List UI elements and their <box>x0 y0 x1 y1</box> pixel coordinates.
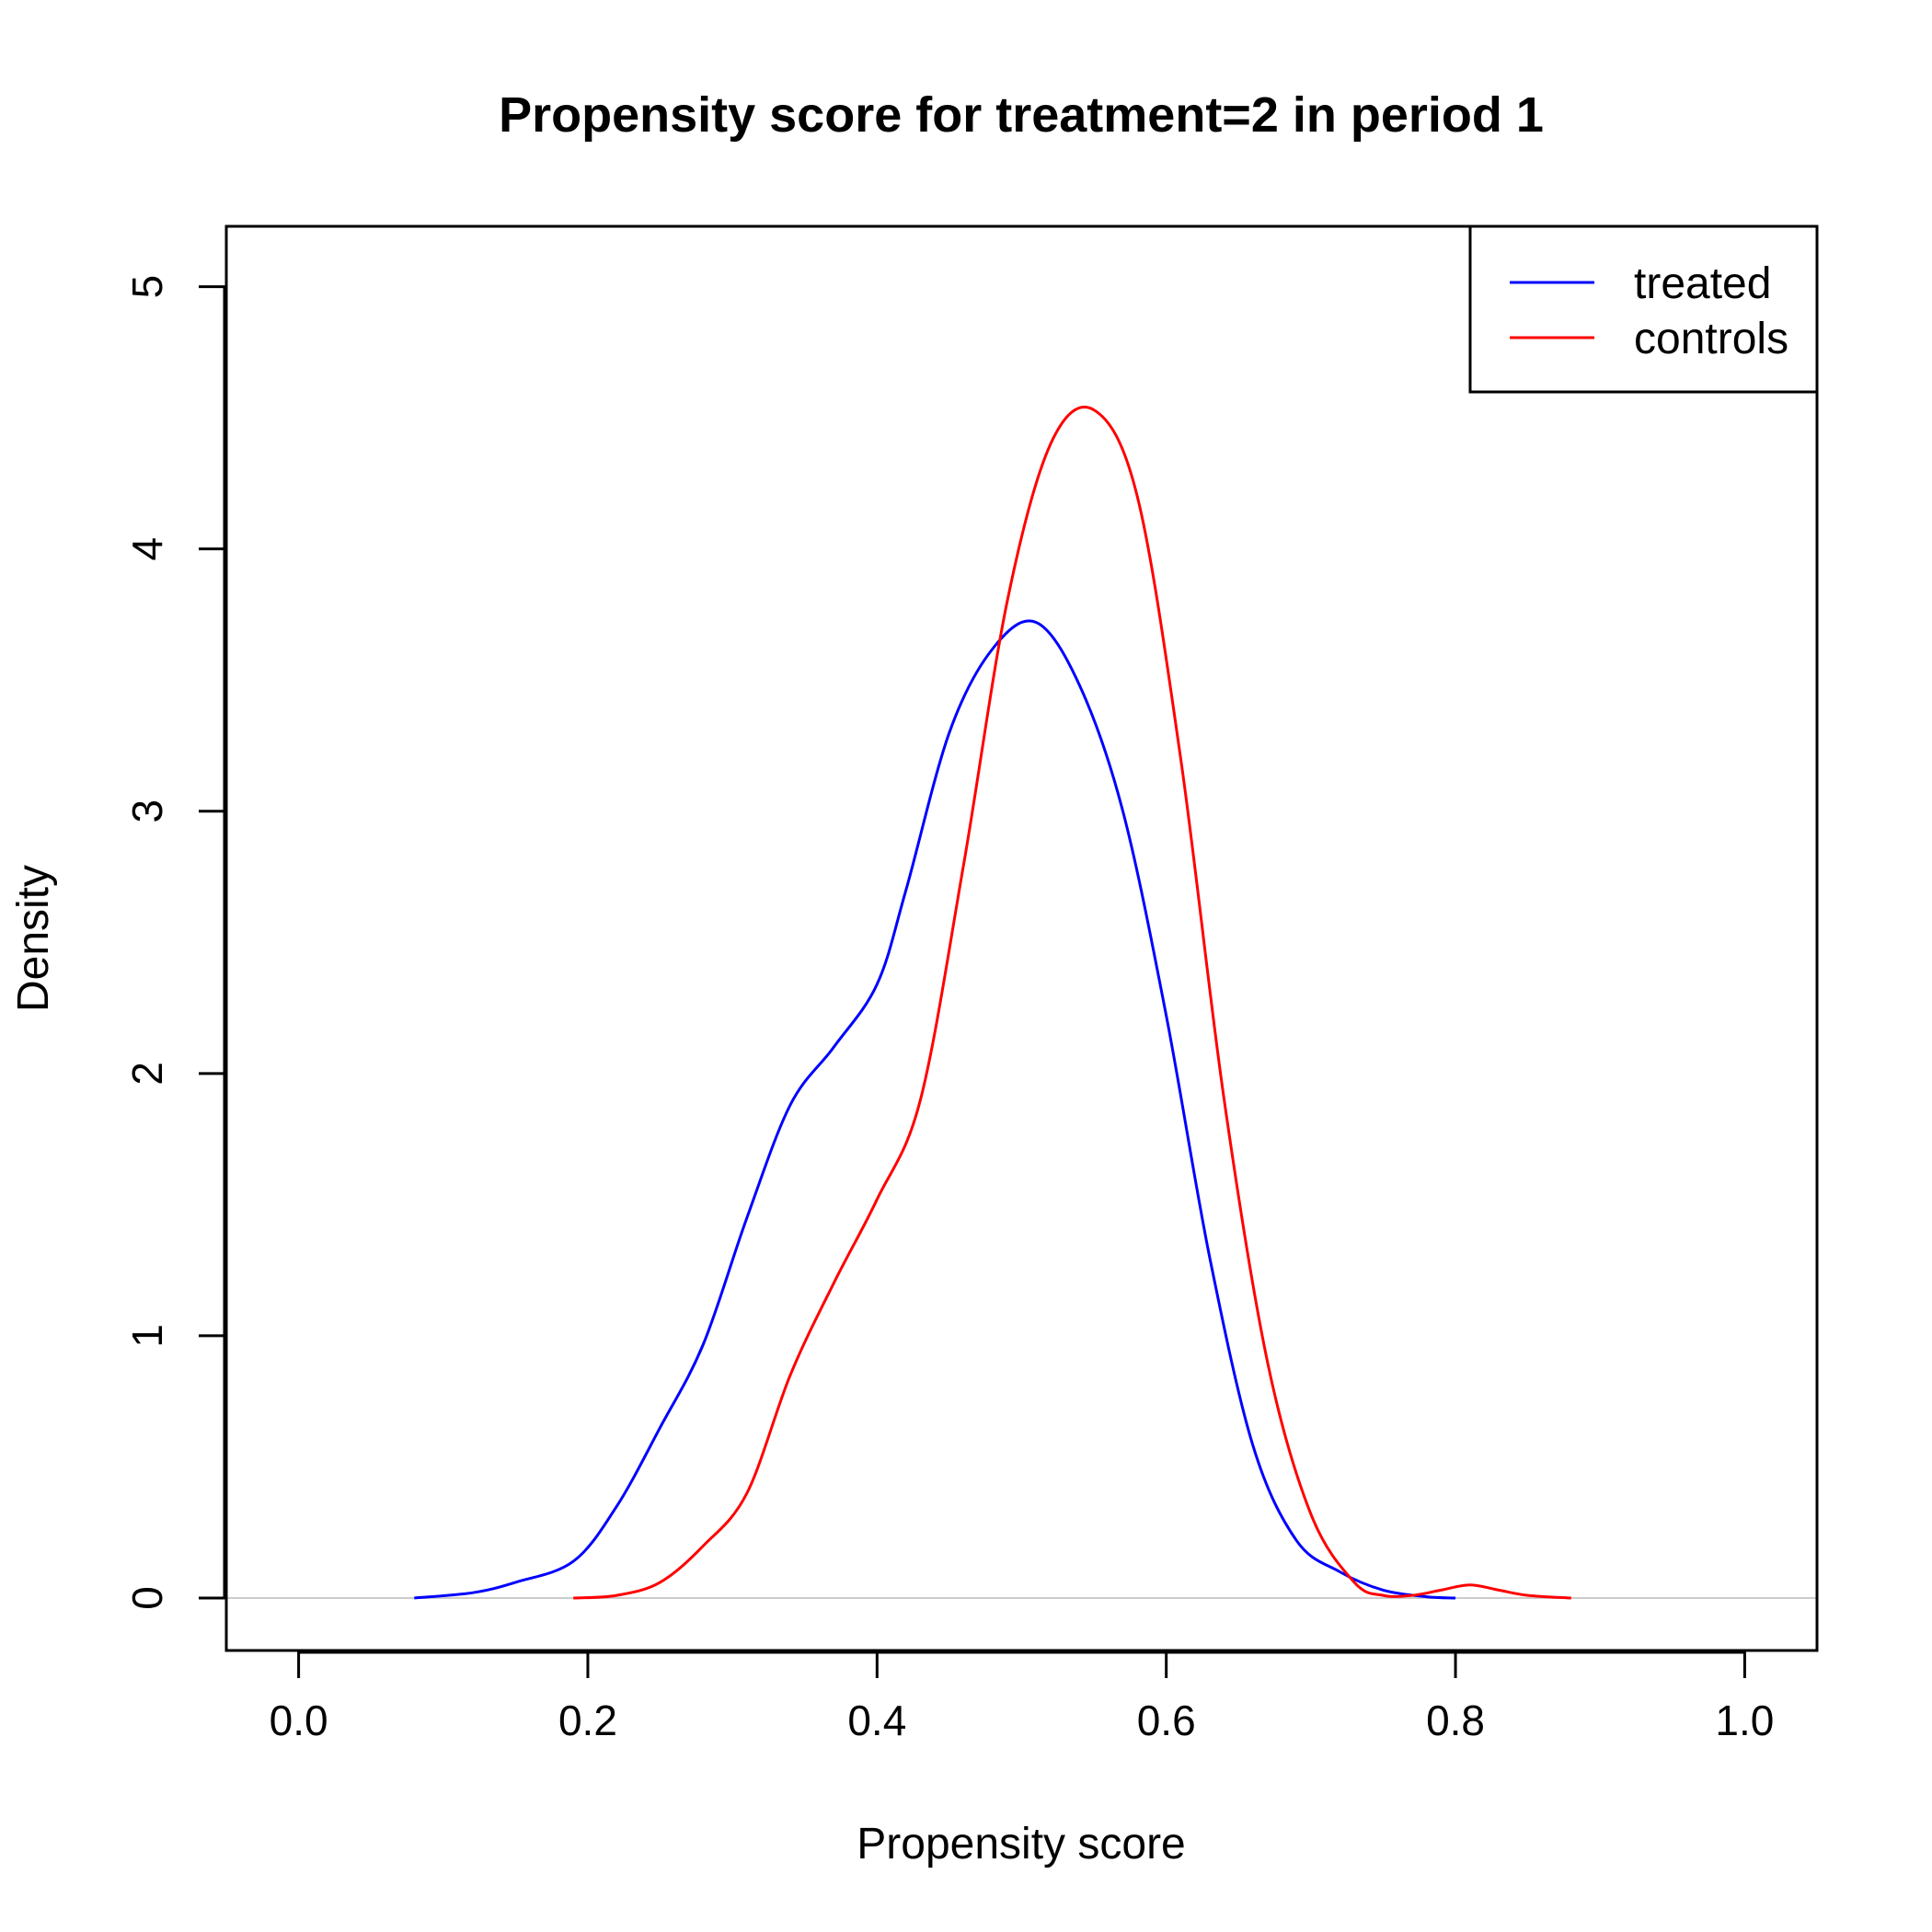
legend-box <box>1468 224 1819 394</box>
x-tick-label: 0.2 <box>558 1696 617 1744</box>
x-tick-label: 0.0 <box>270 1696 328 1744</box>
x-tick-label: 0.6 <box>1137 1696 1196 1744</box>
legend-label-treated: treated <box>1634 259 1771 308</box>
y-tick-label: 2 <box>123 1062 171 1086</box>
chart-title: Propensity score for treatment=2 in peri… <box>499 87 1544 143</box>
plot-frame <box>224 224 1819 1652</box>
y-tick-label: 0 <box>123 1586 171 1610</box>
x-axis-label: Propensity score <box>857 1820 1186 1869</box>
series-line-treated <box>414 619 1456 1600</box>
y-tick-label: 3 <box>123 799 171 823</box>
y-axis: 0 1 2 3 4 5 <box>123 275 226 1610</box>
x-axis: 0.0 0.2 0.4 0.6 0.8 1.0 <box>270 1650 1774 1744</box>
series-line-controls <box>573 405 1571 1600</box>
legend: treated controls <box>1468 224 1819 394</box>
series-layer <box>414 405 1571 1600</box>
y-tick-label: 5 <box>123 275 171 299</box>
y-tick-label: 4 <box>123 537 171 561</box>
x-tick-label: 1.0 <box>1715 1696 1774 1744</box>
x-tick-label: 0.4 <box>847 1696 906 1744</box>
legend-label-controls: controls <box>1634 315 1788 363</box>
y-axis-label: Density <box>9 865 58 1012</box>
x-tick-label: 0.8 <box>1426 1696 1485 1744</box>
y-tick-label: 1 <box>123 1324 171 1348</box>
